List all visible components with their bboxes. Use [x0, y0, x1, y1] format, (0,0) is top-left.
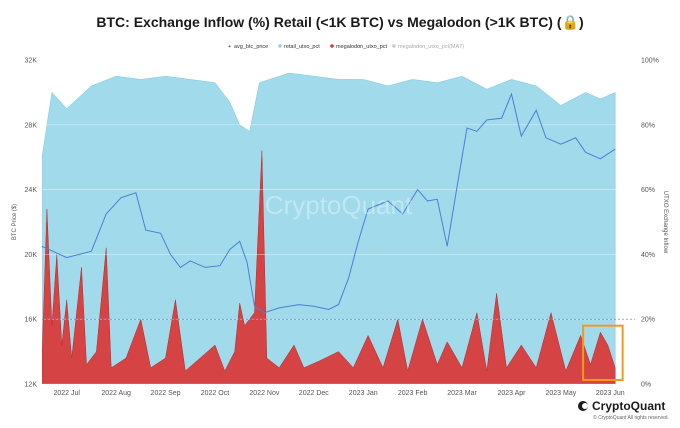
left-tick-label: 32K	[25, 58, 38, 65]
legend-label: megalodon_utxo_pct	[336, 44, 388, 50]
series-lines	[42, 92, 616, 314]
x-tick-label: 2023 May	[546, 390, 577, 397]
legend-item-retail_utxo_pct: retail_utxo_pct	[278, 44, 320, 50]
legend-marker	[392, 44, 396, 48]
legend: + avg_btc_price retail_utxo_pct megalodon_u…	[228, 44, 464, 50]
legend-label: avg_btc_price	[234, 44, 268, 50]
watermark: CryptoQuant	[265, 190, 413, 220]
series-areas	[42, 72, 616, 384]
right-tick-label: 100%	[641, 58, 659, 65]
brand-copyright: © CryptoQuant All rights reserved.	[593, 414, 669, 421]
legend-item-megalodon_utxo_pct(MA7): megalodon_utxo_pct(MA7)	[392, 44, 464, 50]
left-tick-label: 20K	[25, 252, 38, 259]
legend-marker	[330, 44, 334, 48]
x-tick-label: 2023 Feb	[398, 390, 428, 397]
left-axis-title: BTC Price ($)	[12, 204, 18, 240]
left-tick-label: 28K	[25, 122, 38, 129]
left-axis-ticks: 12K 16K 20K 24K 28K 32K	[25, 58, 38, 389]
brand-logo: CryptoQuant © CryptoQuant All rights res…	[578, 399, 669, 421]
series-area-retail_utxo_pct	[42, 72, 616, 384]
legend-label: retail_utxo_pct	[284, 44, 320, 50]
x-tick-label: 2022 Sep	[151, 390, 181, 397]
right-tick-label: 80%	[641, 122, 655, 129]
x-tick-label: 2023 Mar	[447, 390, 477, 397]
left-tick-label: 16K	[25, 317, 38, 324]
brand-name: CryptoQuant	[592, 399, 665, 413]
highlight-box	[582, 324, 624, 381]
chart-title: BTC: Exchange Inflow (%) Retail (<1K BTC…	[96, 14, 584, 30]
series-area-megalodon_utxo_pct	[42, 150, 616, 384]
x-tick-label: 2022 Aug	[101, 390, 131, 397]
x-tick-label: 2023 Jun	[596, 390, 625, 397]
legend-label: megalodon_utxo_pct(MA7)	[398, 44, 464, 50]
legend-item-avg_btc_price: + avg_btc_price	[228, 44, 268, 50]
left-tick-label: 24K	[25, 187, 38, 194]
right-tick-label: 20%	[641, 317, 655, 324]
right-axis-title: UTXO Exchange Inflow	[662, 191, 668, 254]
right-tick-label: 40%	[641, 252, 655, 259]
x-tick-label: 2023 Jan	[349, 390, 378, 397]
right-tick-label: 0%	[641, 382, 651, 389]
legend-marker: +	[228, 44, 231, 50]
x-tick-label: 2023 Apr	[497, 390, 526, 397]
right-tick-label: 60%	[641, 187, 655, 194]
x-tick-label: 2022 Jul	[53, 390, 80, 397]
x-tick-label: 2022 Oct	[201, 390, 229, 397]
x-tick-label: 2022 Nov	[249, 390, 279, 397]
right-axis-ticks: 0% 20% 40% 60% 80% 100%	[641, 58, 659, 389]
legend-marker	[278, 44, 282, 48]
gridlines	[42, 59, 635, 385]
x-tick-label: 2022 Dec	[299, 390, 329, 397]
series-line-avg_btc_price	[42, 92, 616, 314]
x-axis-ticks: 2022 Jul 2022 Aug 2022 Sep 2022 Oct 2022 Nov…	[53, 390, 624, 397]
legend-item-megalodon_utxo_pct: megalodon_utxo_pct	[330, 44, 388, 50]
left-tick-label: 12K	[25, 382, 38, 389]
